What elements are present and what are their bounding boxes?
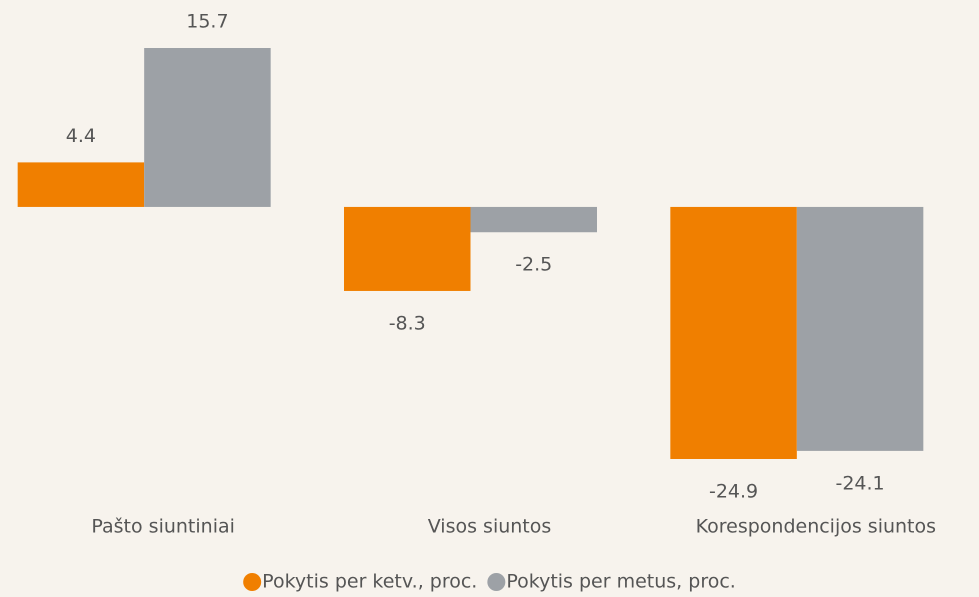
bar: [470, 206, 597, 233]
bar: [17, 162, 145, 207]
legend-label: Pokytis per ketv., proc.: [262, 571, 477, 593]
x-tick-label: Korespondencijos siuntos: [696, 516, 936, 538]
data-label: -2.5: [515, 254, 552, 276]
x-tick-label: Visos siuntos: [428, 516, 552, 538]
data-label: 4.4: [66, 125, 96, 147]
x-tick-label: Pašto siuntiniai: [91, 516, 235, 538]
bar: [344, 206, 471, 291]
data-label: -24.1: [835, 472, 884, 494]
legend-marker: [487, 573, 506, 591]
data-label: 15.7: [186, 11, 228, 33]
bar: [144, 48, 271, 207]
bar: [670, 206, 797, 459]
data-label: -24.9: [709, 481, 758, 503]
legend-label: Pokytis per metus, proc.: [506, 571, 735, 593]
bar: [796, 206, 924, 451]
legend: Pokytis per ketv., proc. Pokytis per metu…: [243, 571, 736, 593]
data-label: -8.3: [389, 312, 426, 334]
legend-marker: [243, 573, 262, 591]
